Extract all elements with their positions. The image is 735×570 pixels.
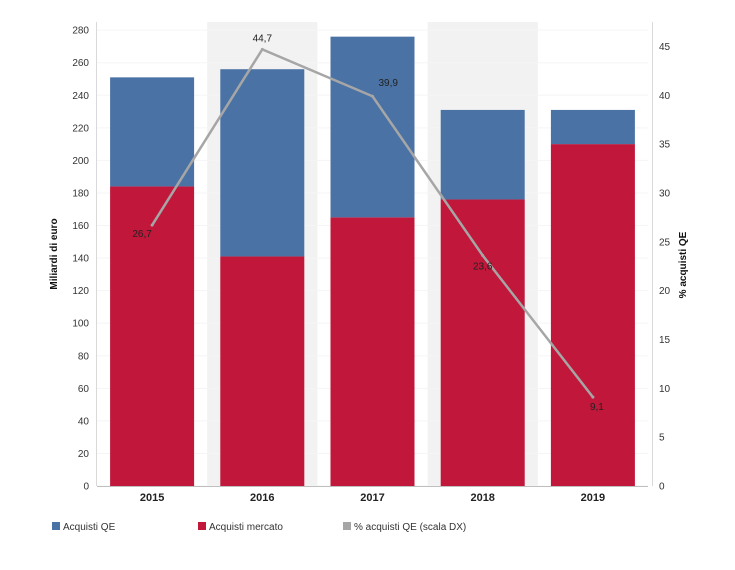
qe-label-2017: 39,9 bbox=[379, 78, 399, 89]
bar-acquisti-qe-2016 bbox=[220, 69, 305, 257]
y-tick-label-40: 40 bbox=[78, 416, 90, 427]
y-axis-title: Miliardi di euro bbox=[49, 218, 60, 289]
y-tick-label-160: 160 bbox=[72, 221, 89, 232]
y2-tick-label-40: 40 bbox=[659, 91, 671, 102]
y2-tick-label-35: 35 bbox=[659, 140, 671, 151]
y-tick-label-260: 260 bbox=[72, 58, 89, 69]
legend-swatch-acquisti-mercato bbox=[198, 522, 206, 530]
bar-acquisti-qe-2018 bbox=[440, 109, 525, 200]
x-tick-label-2017: 2017 bbox=[360, 492, 384, 504]
x-tick-label-2019: 2019 bbox=[581, 492, 605, 504]
bars bbox=[110, 36, 635, 487]
axes: 2015 2016 2017 2018 201902040608010012014016… bbox=[49, 22, 689, 504]
x-tick-label-2018: 2018 bbox=[470, 492, 494, 504]
qe-point-2017 bbox=[371, 94, 374, 98]
qe-label-2015: 26,7 bbox=[132, 229, 152, 240]
y-tick-label-200: 200 bbox=[72, 156, 89, 167]
y-tick-label-80: 80 bbox=[78, 351, 90, 362]
y-tick-label-0: 0 bbox=[83, 482, 89, 493]
y2-axis-title: % acquisti QE bbox=[678, 231, 689, 298]
qe-point-2018 bbox=[481, 253, 485, 257]
y2-tick-label-10: 10 bbox=[659, 384, 671, 395]
bar-acquisti-mercato-2019 bbox=[550, 144, 635, 486]
y2-tick-label-5: 5 bbox=[659, 433, 665, 444]
legend-label-acquisti-mercato: Acquisti mercato bbox=[209, 522, 283, 533]
legend-swatch--acquisti-qe-scala-dx- bbox=[343, 522, 351, 530]
y2-tick-label-45: 45 bbox=[659, 42, 671, 53]
y2-tick-label-30: 30 bbox=[659, 188, 671, 199]
y-tick-label-60: 60 bbox=[78, 384, 90, 395]
bar-acquisti-qe-2019 bbox=[550, 109, 635, 145]
y2-tick-label-25: 25 bbox=[659, 237, 671, 248]
x-tick-label-2016: 2016 bbox=[250, 492, 274, 504]
y2-tick-label-15: 15 bbox=[659, 335, 671, 346]
legend: Acquisti QE Acquisti mercato % acquisti QE… bbox=[52, 522, 466, 533]
y-tick-label-220: 220 bbox=[72, 123, 89, 134]
bar-acquisti-qe-2017 bbox=[330, 36, 415, 218]
qe-percentage-line bbox=[150, 47, 595, 399]
bar-acquisti-mercato-2017 bbox=[330, 217, 415, 487]
y-tick-label-240: 240 bbox=[72, 91, 89, 102]
qe-label-2019: 9,1 bbox=[590, 402, 604, 413]
bar-acquisti-mercato-2015 bbox=[110, 186, 195, 486]
bar-acquisti-qe-2015 bbox=[110, 77, 195, 187]
y-tick-label-100: 100 bbox=[72, 319, 89, 330]
x-tick-label-2015: 2015 bbox=[140, 492, 164, 504]
qe-point-2019 bbox=[591, 395, 595, 399]
qe-point-2016 bbox=[260, 47, 264, 51]
bar-acquisti-mercato-2018 bbox=[440, 199, 525, 486]
y-tick-label-20: 20 bbox=[78, 449, 90, 460]
y-tick-label-120: 120 bbox=[72, 286, 89, 297]
qe-label-2016: 44,7 bbox=[253, 33, 273, 44]
legend-swatch-acquisti-qe bbox=[52, 522, 60, 530]
y2-tick-label-20: 20 bbox=[659, 286, 671, 297]
legend-label--acquisti-qe-scala-dx-: % acquisti QE (scala DX) bbox=[354, 522, 466, 533]
y-tick-label-280: 280 bbox=[72, 26, 89, 37]
data-labels: 26,7 44,7 39,9 23,6 9,1 bbox=[132, 33, 604, 413]
y-tick-label-140: 140 bbox=[72, 254, 89, 265]
qe-label-2018: 23,6 bbox=[473, 261, 493, 272]
legend-label-acquisti-qe: Acquisti QE bbox=[63, 522, 116, 533]
qe-point-2015 bbox=[150, 223, 154, 227]
bar-acquisti-mercato-2016 bbox=[220, 256, 305, 486]
y-tick-label-180: 180 bbox=[72, 188, 89, 199]
y2-tick-label-0: 0 bbox=[659, 482, 665, 493]
